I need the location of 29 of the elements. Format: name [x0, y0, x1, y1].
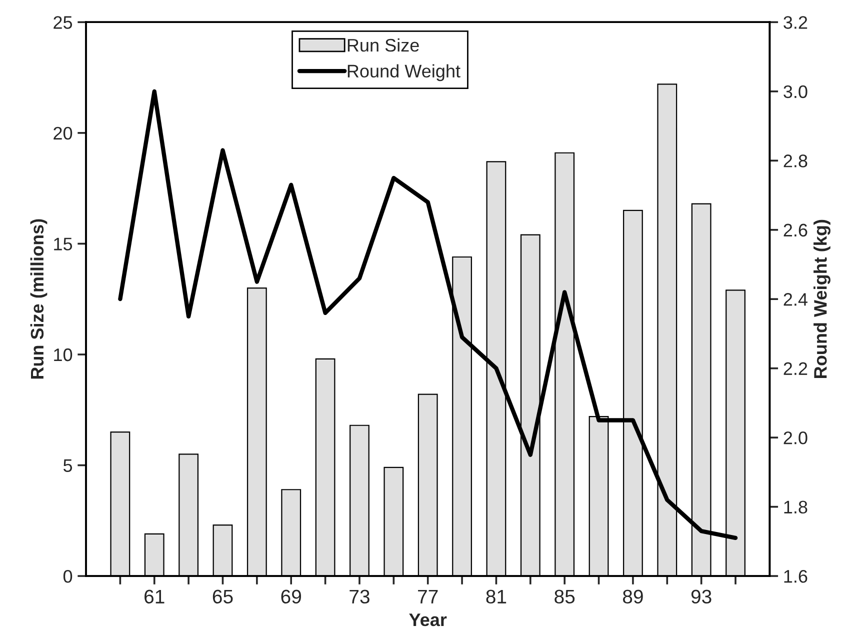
- x-tick-label: 73: [350, 590, 370, 604]
- y2-tick-label: 3.2: [784, 16, 808, 29]
- y2-tick-label: 1.8: [784, 500, 808, 514]
- y2-tick-label: 2.6: [784, 224, 808, 237]
- y-tick-label: 20: [54, 126, 72, 140]
- y2-axis-title: Round Weight (kg): [814, 220, 830, 378]
- y-tick-label: 25: [54, 16, 72, 29]
- legend-label: Round Weight: [348, 64, 460, 82]
- legend-label: Run Size: [348, 38, 419, 52]
- y2-tick-label: 1.6: [784, 570, 808, 583]
- y2-tick-label: 3.0: [784, 85, 808, 98]
- x-tick-label: 85: [554, 590, 575, 604]
- x-tick-label: 77: [418, 590, 438, 604]
- y-tick-label: 15: [54, 238, 72, 250]
- y2-tick-label: 2.2: [784, 362, 808, 375]
- y2-tick-label: 2.0: [784, 431, 808, 444]
- x-tick-label: 61: [144, 590, 164, 604]
- x-tick-label: 65: [212, 590, 233, 604]
- y-axis-title: Run Size (millions): [30, 219, 48, 379]
- y-tick-label: 10: [54, 348, 72, 362]
- x-tick-label: 81: [486, 590, 506, 604]
- x-tick-label: 69: [281, 590, 302, 604]
- x-tick-label: 93: [691, 590, 712, 604]
- y2-tick-label: 2.8: [784, 154, 808, 168]
- y-tick-label: 5: [63, 459, 72, 472]
- x-tick-label: 89: [622, 590, 643, 604]
- x-axis-title: Year: [409, 614, 447, 626]
- y2-tick-label: 2.4: [784, 293, 808, 306]
- y-tick-label: 0: [63, 570, 72, 583]
